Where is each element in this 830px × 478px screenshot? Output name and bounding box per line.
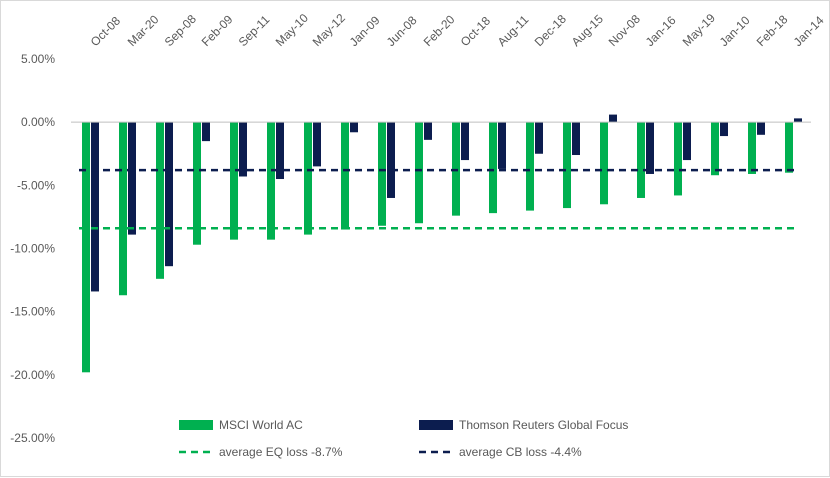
bar-thomson-reuters-global-focus-aug-15 — [572, 122, 580, 156]
x-category-label: Sep-08 — [162, 12, 199, 49]
x-category-label: Feb-09 — [199, 12, 236, 49]
bars-group — [82, 114, 802, 373]
x-category-label: Feb-18 — [754, 12, 791, 49]
bar-msci-world-ac-mar-20 — [119, 122, 127, 296]
bar-msci-world-ac-feb-20 — [415, 122, 423, 224]
x-category-label: Jan-16 — [643, 13, 679, 49]
legend: MSCI World AC Thomson Reuters Global Focu… — [179, 418, 628, 459]
x-category-label: May-19 — [680, 11, 718, 49]
bar-msci-world-ac-feb-18 — [748, 122, 756, 174]
y-tick-label: -5.00% — [17, 178, 55, 192]
bar-thomson-reuters-global-focus-mar-20 — [128, 122, 136, 235]
x-category-label: Jan-10 — [717, 13, 753, 49]
bar-msci-world-ac-jan-09 — [341, 122, 349, 230]
bar-msci-world-ac-jan-10 — [711, 122, 719, 176]
bar-thomson-reuters-global-focus-jan-14 — [794, 118, 802, 123]
bar-thomson-reuters-global-focus-feb-18 — [757, 122, 765, 135]
bar-thomson-reuters-global-focus-sep-11 — [239, 122, 247, 177]
bar-msci-world-ac-sep-11 — [230, 122, 238, 240]
x-category-label: Dec-18 — [532, 12, 569, 49]
y-tick-labels: 5.00% 0.00% -5.00% -10.00% -15.00% -20.00% -25… — [10, 52, 55, 445]
bar-msci-world-ac-sep-08 — [156, 122, 164, 279]
y-tick-label: 0.00% — [21, 115, 55, 129]
bar-thomson-reuters-global-focus-aug-11 — [498, 122, 506, 169]
x-category-label: May-10 — [273, 11, 311, 49]
bar-msci-world-ac-may-10 — [267, 122, 275, 240]
bar-msci-world-ac-may-12 — [304, 122, 312, 235]
legend-average-eq-loss-label: average EQ loss -8.7% — [219, 445, 343, 459]
x-category-label: Feb-20 — [421, 12, 458, 49]
x-category-label: Jun-08 — [384, 13, 420, 49]
x-category-label: Aug-15 — [569, 12, 606, 49]
y-tick-label: -15.00% — [10, 305, 55, 319]
y-tick-label: -10.00% — [10, 242, 55, 256]
bar-thomson-reuters-global-focus-dec-18 — [535, 122, 543, 154]
y-tick-label: -20.00% — [10, 368, 55, 382]
bar-thomson-reuters-global-focus-feb-09 — [202, 122, 210, 142]
y-tick-label: 5.00% — [21, 52, 55, 66]
bar-thomson-reuters-global-focus-jan-16 — [646, 122, 654, 174]
bar-msci-world-ac-may-19 — [674, 122, 682, 196]
x-category-label: Jan-09 — [347, 13, 383, 49]
bar-thomson-reuters-global-focus-jan-09 — [350, 122, 358, 133]
x-category-label: Jan-14 — [791, 13, 827, 49]
bar-msci-world-ac-feb-09 — [193, 122, 201, 245]
bar-thomson-reuters-global-focus-oct-18 — [461, 122, 469, 161]
x-category-label: Aug-11 — [495, 12, 532, 49]
x-category-label: May-12 — [310, 11, 348, 49]
legend-thomson-reuters-global-focus-label: Thomson Reuters Global Focus — [459, 418, 628, 432]
x-category-label: Mar-20 — [125, 12, 162, 49]
reference-lines-group — [79, 168, 796, 230]
bar-msci-world-ac-nov-08 — [600, 122, 608, 205]
legend-msci-world-ac-swatch — [179, 420, 213, 430]
legend-msci-world-ac-label: MSCI World AC — [219, 418, 303, 432]
bar-thomson-reuters-global-focus-feb-20 — [424, 122, 432, 140]
bar-msci-world-ac-jan-16 — [637, 122, 645, 198]
bar-thomson-reuters-global-focus-jun-08 — [387, 122, 395, 198]
bar-msci-world-ac-jun-08 — [378, 122, 386, 226]
bar-thomson-reuters-global-focus-sep-08 — [165, 122, 173, 267]
x-category-label: Oct-18 — [458, 14, 494, 50]
bar-thomson-reuters-global-focus-oct-08 — [91, 122, 99, 292]
x-category-label: Oct-08 — [88, 14, 124, 50]
bar-thomson-reuters-global-focus-may-12 — [313, 122, 321, 167]
bar-thomson-reuters-global-focus-jan-10 — [720, 122, 728, 137]
x-category-label: Nov-08 — [606, 12, 643, 49]
x-category-label: Sep-11 — [236, 12, 273, 49]
bar-msci-world-ac-jan-14 — [785, 122, 793, 173]
bar-thomson-reuters-global-focus-may-19 — [683, 122, 691, 161]
bar-msci-world-ac-aug-11 — [489, 122, 497, 214]
y-tick-label: -25.00% — [10, 431, 55, 445]
bar-msci-world-ac-dec-18 — [526, 122, 534, 211]
legend-average-cb-loss-label: average CB loss -4.4% — [459, 445, 582, 459]
bar-msci-world-ac-aug-15 — [563, 122, 571, 209]
bar-msci-world-ac-oct-08 — [82, 122, 90, 373]
bar-msci-world-ac-oct-18 — [452, 122, 460, 216]
bar-thomson-reuters-global-focus-may-10 — [276, 122, 284, 180]
bar-thomson-reuters-global-focus-nov-08 — [609, 114, 617, 123]
legend-thomson-reuters-global-focus-swatch — [419, 420, 453, 430]
x-category-labels: Oct-08 Mar-20 Sep-08 Feb-09 Sep-11 May-10May-… — [88, 11, 827, 49]
